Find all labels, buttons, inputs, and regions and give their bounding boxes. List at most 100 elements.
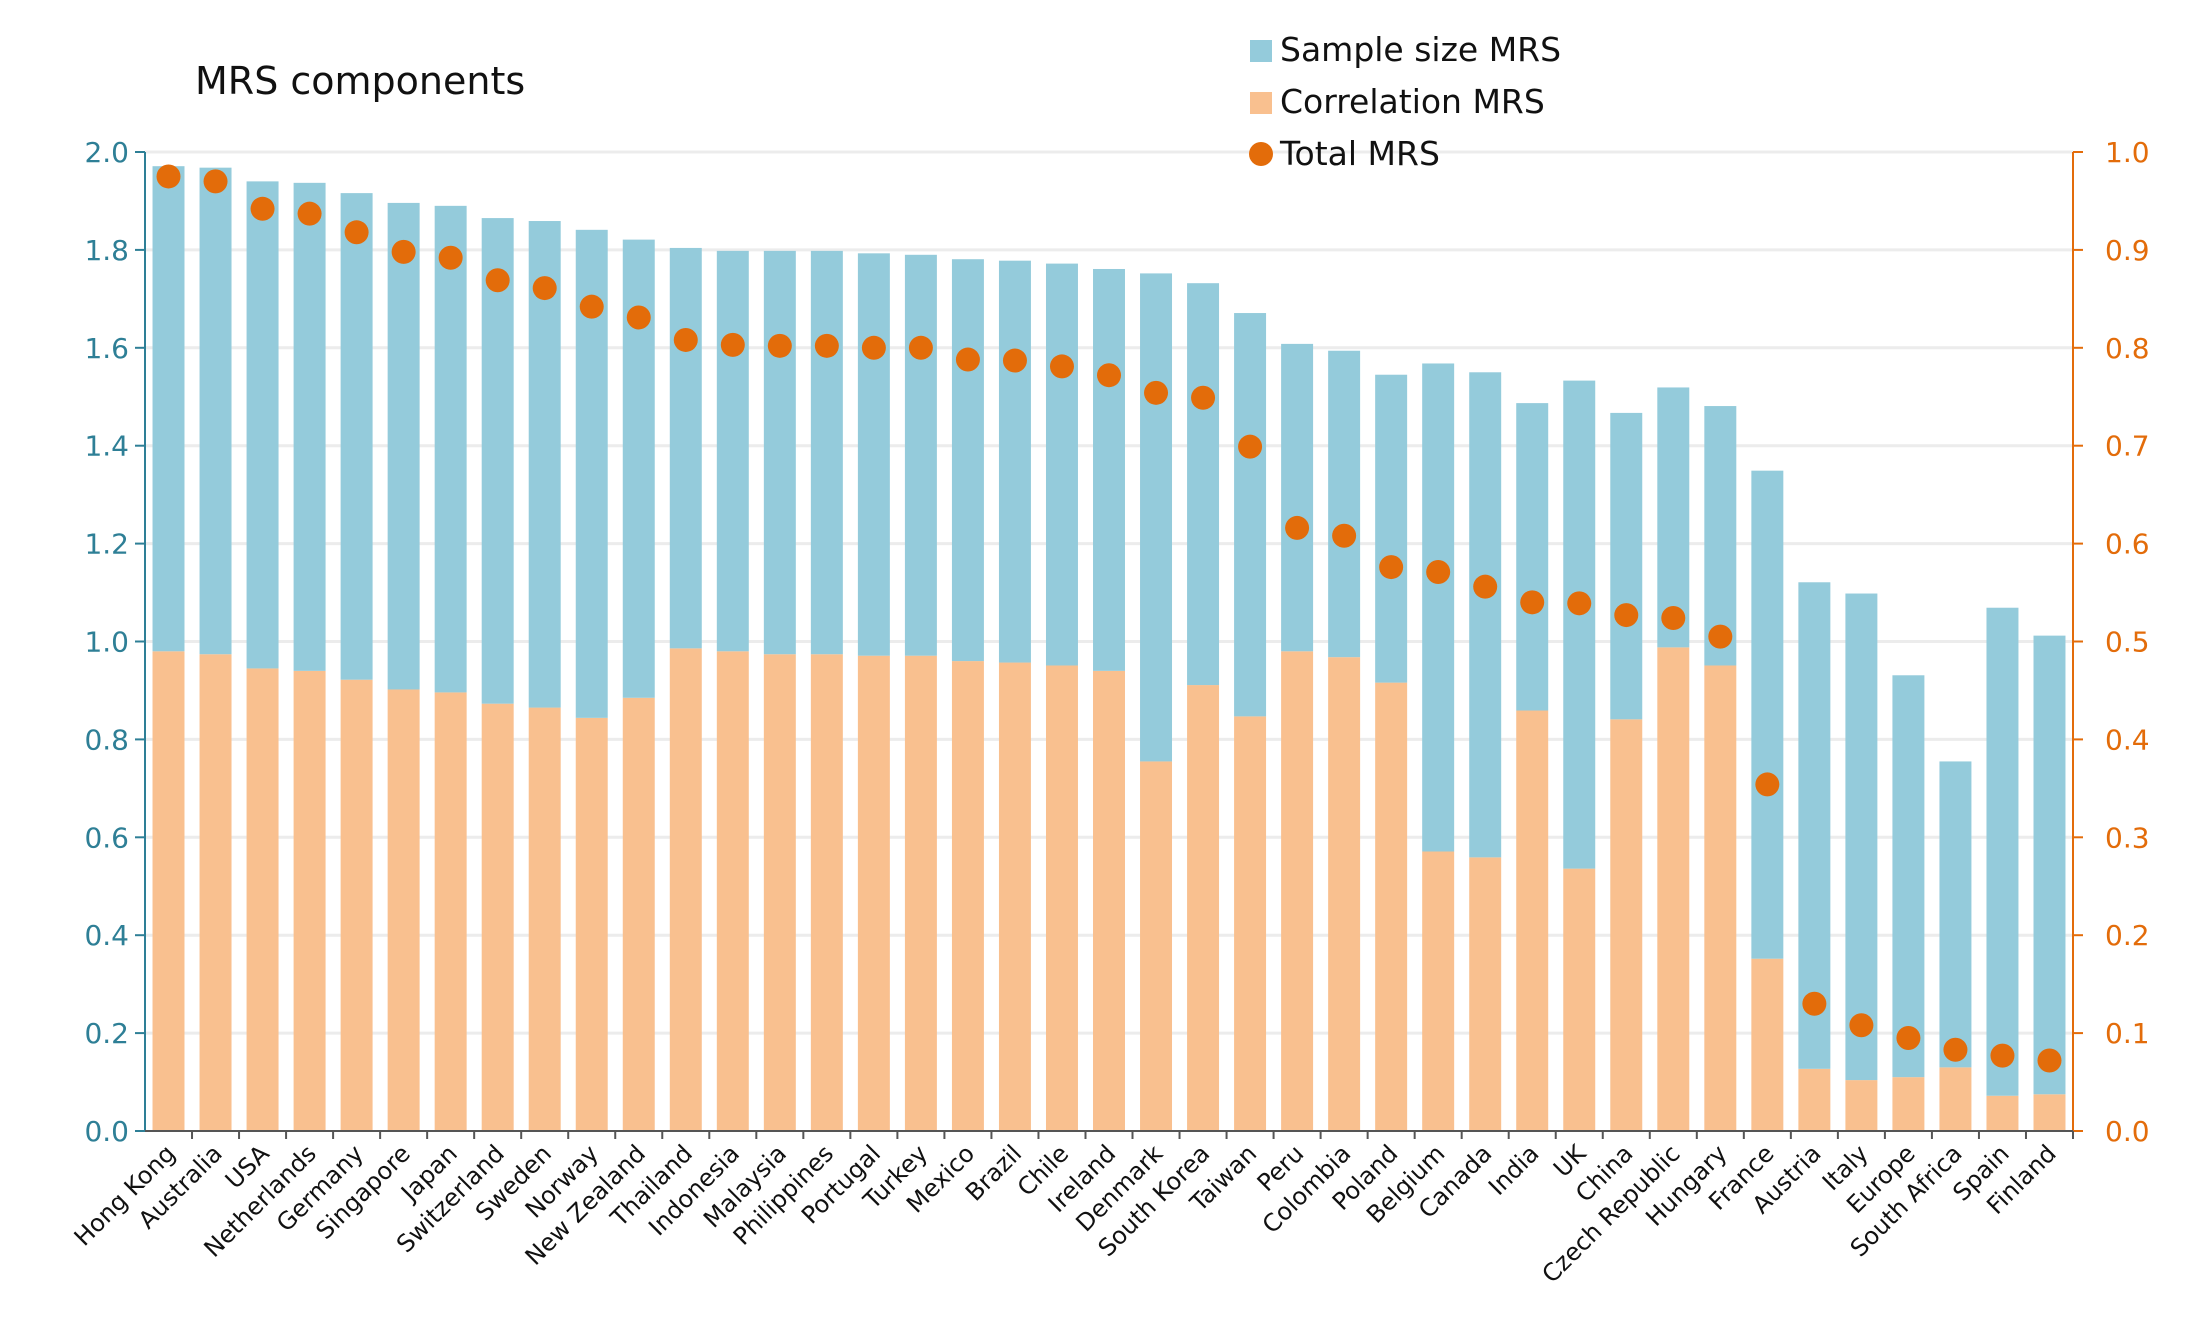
bar-correlation-mrs xyxy=(622,697,655,1131)
point-total-mrs xyxy=(532,276,557,301)
point-total-mrs xyxy=(1238,434,1263,459)
left-tick-label: 1.6 xyxy=(84,332,129,365)
bar-sample-size-mrs xyxy=(1328,350,1361,658)
right-tick-label: 0.3 xyxy=(2105,821,2150,854)
right-tick-label: 0.7 xyxy=(2105,430,2150,463)
right-tick-label: 0.5 xyxy=(2105,626,2150,659)
bar-sample-size-mrs xyxy=(340,193,373,680)
bar-correlation-mrs xyxy=(857,655,890,1131)
bar-correlation-mrs xyxy=(1986,1095,2019,1131)
bar-sample-size-mrs xyxy=(951,259,984,662)
left-tick-label: 0.2 xyxy=(84,1017,129,1050)
bar-correlation-mrs xyxy=(1281,651,1314,1131)
point-total-mrs xyxy=(203,169,228,194)
bar-sample-size-mrs xyxy=(1798,582,1831,1069)
left-tick-label: 0.6 xyxy=(84,821,129,854)
point-total-mrs xyxy=(297,201,322,226)
bar-correlation-mrs xyxy=(951,661,984,1131)
bar-sample-size-mrs xyxy=(152,166,185,652)
bar-correlation-mrs xyxy=(199,654,232,1131)
legend: Sample size MRS Correlation MRS Total MR… xyxy=(1249,30,1561,173)
legend-label-total: Total MRS xyxy=(1279,134,1440,173)
bar-sample-size-mrs xyxy=(1516,403,1549,711)
bar-correlation-mrs xyxy=(575,717,608,1131)
bar-correlation-mrs xyxy=(1563,868,1596,1131)
bar-correlation-mrs xyxy=(293,670,326,1131)
bar-correlation-mrs xyxy=(1328,657,1361,1131)
point-total-mrs xyxy=(1661,606,1686,631)
bar-correlation-mrs xyxy=(1751,958,1784,1131)
right-tick-label: 0.0 xyxy=(2105,1115,2150,1148)
bar-correlation-mrs xyxy=(904,655,937,1131)
bar-sample-size-mrs xyxy=(1986,607,2019,1096)
bar-correlation-mrs xyxy=(1892,1077,1925,1131)
bar-sample-size-mrs xyxy=(2033,635,2066,1095)
bar-sample-size-mrs xyxy=(293,182,326,671)
point-total-mrs xyxy=(673,327,698,352)
point-total-mrs xyxy=(1708,624,1733,649)
right-tick-label: 0.4 xyxy=(2105,723,2150,756)
point-total-mrs xyxy=(1567,591,1592,616)
total-mrs-points xyxy=(156,164,2062,1073)
bar-correlation-mrs xyxy=(1610,719,1643,1131)
bar-correlation-mrs xyxy=(1469,857,1502,1131)
bar-sample-size-mrs xyxy=(1422,363,1455,852)
bar-correlation-mrs xyxy=(1704,665,1737,1131)
point-total-mrs xyxy=(1426,559,1451,584)
left-tick-label: 2.0 xyxy=(84,136,129,169)
bar-sample-size-mrs xyxy=(387,202,420,690)
point-total-mrs xyxy=(1943,1037,1968,1062)
legend-label-sample-size: Sample size MRS xyxy=(1280,30,1561,69)
chart-title: MRS components xyxy=(195,59,525,103)
bar-correlation-mrs xyxy=(1422,851,1455,1131)
bar-correlation-mrs xyxy=(1140,761,1173,1131)
right-tick-label: 1.0 xyxy=(2105,136,2150,169)
point-total-mrs xyxy=(1144,380,1169,405)
bar-sample-size-mrs xyxy=(1563,380,1596,869)
bar-sample-size-mrs xyxy=(1657,387,1690,648)
bars xyxy=(152,166,2066,1131)
bar-sample-size-mrs xyxy=(1704,406,1737,666)
bar-correlation-mrs xyxy=(1045,665,1078,1131)
bar-correlation-mrs xyxy=(1234,716,1267,1131)
left-tick-label: 0.8 xyxy=(84,723,129,756)
bar-sample-size-mrs xyxy=(857,253,890,656)
bar-correlation-mrs xyxy=(1187,685,1220,1131)
point-total-mrs xyxy=(391,239,416,264)
point-total-mrs xyxy=(814,333,839,358)
legend-swatch-sample-size xyxy=(1250,40,1272,62)
bar-sample-size-mrs xyxy=(1234,313,1267,717)
bar-correlation-mrs xyxy=(1657,647,1690,1131)
bar-correlation-mrs xyxy=(763,654,796,1131)
point-total-mrs xyxy=(2037,1048,2062,1073)
point-total-mrs xyxy=(579,294,604,319)
point-total-mrs xyxy=(861,335,886,360)
bar-sample-size-mrs xyxy=(669,247,702,649)
bar-correlation-mrs xyxy=(481,703,514,1131)
x-tick-label: India xyxy=(1483,1139,1544,1200)
point-total-mrs xyxy=(156,164,181,189)
point-total-mrs xyxy=(1755,772,1780,797)
bar-sample-size-mrs xyxy=(904,254,937,656)
bar-correlation-mrs xyxy=(387,689,420,1131)
bar-correlation-mrs xyxy=(1375,682,1408,1131)
bar-sample-size-mrs xyxy=(763,250,796,655)
bar-sample-size-mrs xyxy=(481,218,514,704)
bar-correlation-mrs xyxy=(340,679,373,1131)
bar-correlation-mrs xyxy=(716,651,749,1131)
bar-correlation-mrs xyxy=(669,648,702,1131)
point-total-mrs xyxy=(1896,1025,1921,1050)
bar-correlation-mrs xyxy=(810,654,843,1131)
bar-sample-size-mrs xyxy=(1140,273,1173,762)
bar-sample-size-mrs xyxy=(1045,263,1078,666)
bar-correlation-mrs xyxy=(1093,670,1125,1131)
right-tick-label: 0.1 xyxy=(2105,1017,2150,1050)
legend-label-correlation: Correlation MRS xyxy=(1280,82,1545,121)
bar-correlation-mrs xyxy=(1845,1080,1878,1131)
bar-sample-size-mrs xyxy=(716,250,749,652)
bar-sample-size-mrs xyxy=(998,260,1031,663)
point-total-mrs xyxy=(438,245,463,270)
point-total-mrs xyxy=(1049,354,1074,379)
point-total-mrs xyxy=(767,333,792,358)
